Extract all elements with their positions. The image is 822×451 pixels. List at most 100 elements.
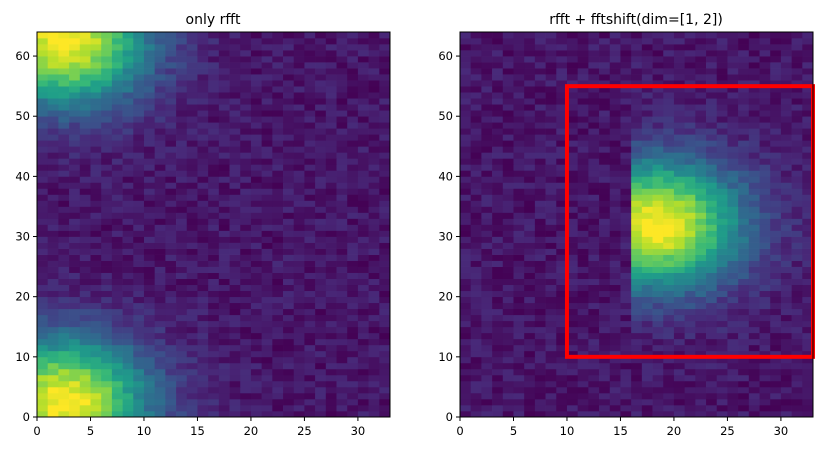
heatmap-cell — [609, 224, 621, 231]
heatmap-cell — [283, 44, 295, 51]
heatmap-cell — [250, 290, 262, 298]
heatmap-cell — [37, 56, 49, 63]
heatmap-cell — [176, 122, 188, 129]
heatmap-cell — [534, 356, 546, 364]
heatmap-cell — [37, 146, 49, 153]
heatmap-cell — [802, 218, 814, 225]
heatmap-cell — [272, 158, 284, 165]
heatmap-cell — [347, 272, 359, 279]
heatmap-cell — [524, 362, 536, 370]
heatmap-cell — [69, 176, 81, 183]
heatmap-cell — [229, 194, 241, 201]
heatmap-cell — [492, 278, 504, 286]
heatmap-cell — [534, 62, 546, 69]
heatmap-cell — [304, 410, 316, 418]
heatmap-cell — [357, 314, 369, 322]
heatmap-cell — [780, 302, 792, 310]
heatmap-cell — [111, 116, 123, 123]
heatmap-cell — [69, 38, 81, 45]
heatmap-cell — [218, 146, 230, 153]
heatmap-cell — [283, 290, 295, 298]
heatmap-cell — [143, 332, 156, 340]
heatmap-cell — [154, 224, 166, 231]
heatmap-cell — [684, 134, 696, 141]
heatmap-cell — [502, 218, 514, 225]
heatmap-cell — [663, 374, 675, 382]
heatmap-cell — [79, 92, 91, 99]
heatmap-cell — [304, 260, 316, 267]
heatmap-cell — [315, 188, 327, 195]
heatmap-cell — [293, 392, 305, 400]
heatmap-cell — [652, 314, 664, 322]
heatmap-cell — [90, 230, 102, 237]
heatmap-cell — [791, 278, 803, 286]
heatmap-cell — [460, 56, 472, 63]
heatmap-cell — [261, 380, 273, 388]
heatmap-cell — [347, 248, 359, 255]
heatmap-cell — [283, 308, 295, 316]
heatmap-cell — [357, 176, 369, 183]
heatmap-cell — [545, 236, 557, 243]
heatmap-cell — [492, 266, 504, 273]
heatmap-cell — [481, 398, 493, 406]
heatmap-cell — [208, 356, 220, 364]
heatmap-cell — [780, 104, 792, 111]
heatmap-cell — [577, 374, 589, 382]
heatmap-cell — [37, 230, 49, 237]
heatmap-cell — [556, 122, 568, 129]
heatmap-cell — [208, 158, 220, 165]
heatmap-cell — [759, 44, 771, 51]
heatmap-cell — [69, 236, 81, 243]
heatmap-cell — [368, 140, 380, 147]
heatmap-cell — [566, 260, 579, 267]
heatmap-cell — [492, 236, 504, 243]
heatmap-cell — [524, 194, 536, 201]
heatmap-cell — [513, 368, 525, 376]
heatmap-cell — [37, 80, 49, 87]
heatmap-cell — [111, 80, 123, 87]
heatmap-cell — [791, 140, 803, 147]
heatmap-cell — [111, 392, 123, 400]
heatmap-cell — [641, 254, 653, 261]
heatmap-cell — [261, 116, 273, 123]
heatmap-cell — [315, 194, 327, 201]
heatmap-cell — [240, 350, 252, 358]
heatmap-cell — [368, 278, 380, 286]
heatmap-cell — [641, 266, 653, 273]
heatmap-cell — [58, 122, 70, 129]
heatmap-cell — [513, 338, 525, 346]
heatmap-cell — [641, 392, 653, 400]
heatmap-cell — [652, 272, 664, 279]
heatmap-cell — [240, 410, 252, 418]
heatmap-cell — [706, 326, 718, 334]
heatmap-cell — [186, 302, 198, 310]
heatmap-cell — [283, 224, 295, 231]
heatmap-cell — [609, 362, 621, 370]
heatmap-cell — [165, 320, 177, 328]
heatmap-cell — [566, 98, 579, 105]
heatmap-cell — [272, 350, 284, 358]
heatmap-cell — [272, 242, 284, 249]
heatmap-cell — [652, 122, 664, 129]
heatmap-cell — [556, 212, 568, 219]
heatmap-cell — [58, 230, 70, 237]
heatmap-cell — [47, 404, 59, 412]
heatmap-cell — [176, 128, 188, 135]
heatmap-cell — [133, 68, 145, 75]
heatmap-cell — [791, 170, 803, 177]
heatmap-cell — [684, 344, 696, 352]
heatmap-cell — [69, 368, 81, 376]
heatmap-cell — [599, 176, 611, 183]
heatmap-cell — [47, 338, 59, 346]
heatmap-cell — [577, 338, 589, 346]
heatmap-cell — [759, 362, 771, 370]
heatmap-cell — [111, 128, 123, 135]
heatmap-cell — [609, 44, 621, 51]
heatmap-cell — [69, 398, 81, 406]
heatmap-cell — [347, 80, 359, 87]
heatmap-cell — [502, 68, 514, 75]
heatmap-cell — [631, 134, 643, 141]
heatmap-cell — [154, 326, 166, 334]
y-tick-label: 0 — [23, 410, 30, 424]
heatmap-cell — [759, 386, 771, 394]
